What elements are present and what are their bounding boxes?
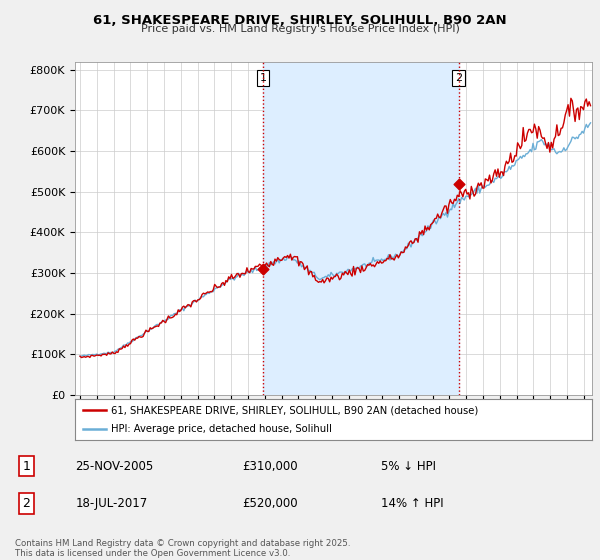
Text: 14% ↑ HPI: 14% ↑ HPI — [380, 497, 443, 510]
Text: 2: 2 — [455, 73, 462, 83]
Text: Price paid vs. HM Land Registry's House Price Index (HPI): Price paid vs. HM Land Registry's House … — [140, 24, 460, 34]
Point — [454, 179, 464, 188]
Text: 61, SHAKESPEARE DRIVE, SHIRLEY, SOLIHULL, B90 2AN (detached house): 61, SHAKESPEARE DRIVE, SHIRLEY, SOLIHULL… — [111, 405, 478, 415]
Text: 18-JUL-2017: 18-JUL-2017 — [76, 497, 148, 510]
Text: 61, SHAKESPEARE DRIVE, SHIRLEY, SOLIHULL, B90 2AN: 61, SHAKESPEARE DRIVE, SHIRLEY, SOLIHULL… — [93, 14, 507, 27]
Text: 5% ↓ HPI: 5% ↓ HPI — [380, 460, 436, 473]
Text: £310,000: £310,000 — [242, 460, 298, 473]
Text: 25-NOV-2005: 25-NOV-2005 — [76, 460, 154, 473]
Text: 1: 1 — [22, 460, 31, 473]
Text: £520,000: £520,000 — [242, 497, 298, 510]
Text: 1: 1 — [260, 73, 266, 83]
Bar — [263, 62, 459, 395]
Text: HPI: Average price, detached house, Solihull: HPI: Average price, detached house, Soli… — [111, 424, 332, 433]
Text: 2: 2 — [22, 497, 31, 510]
Text: Contains HM Land Registry data © Crown copyright and database right 2025.
This d: Contains HM Land Registry data © Crown c… — [15, 539, 350, 558]
Point — [258, 264, 268, 273]
